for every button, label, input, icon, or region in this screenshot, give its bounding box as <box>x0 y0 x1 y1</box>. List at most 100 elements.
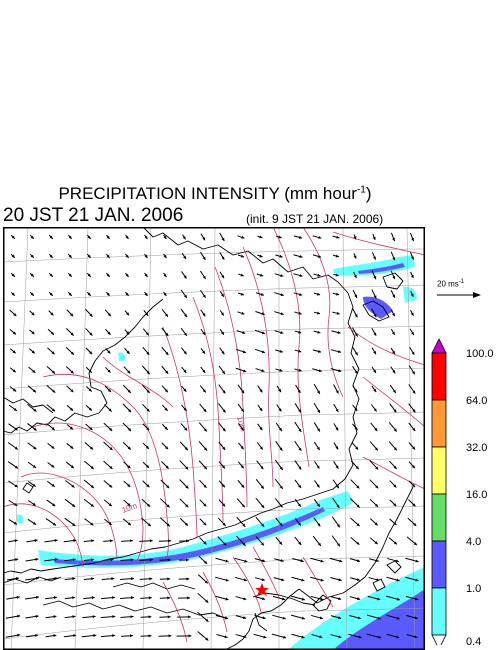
legend-level-label: 100.0 <box>466 348 494 360</box>
wind-vector-head <box>393 503 397 507</box>
wind-vector-head <box>70 389 74 393</box>
wind-vector-head <box>240 254 244 258</box>
wind-vector-head <box>320 578 324 582</box>
wind-vector-head <box>145 464 150 468</box>
wind-vector-head <box>108 503 112 507</box>
wind-vector-head <box>186 539 189 543</box>
wind-vector-head <box>71 484 75 488</box>
wind-vector-head <box>374 541 378 545</box>
wind-vector-head <box>127 483 131 487</box>
wind-vector-head <box>411 465 415 469</box>
wind-vector-head <box>278 235 282 239</box>
legend-color-box <box>431 446 447 495</box>
wind-vector-head <box>373 256 376 260</box>
wind-vector-head <box>205 637 209 641</box>
wind-vector-head <box>15 558 19 562</box>
wind-vector-head <box>280 274 284 277</box>
wind-vector-head <box>412 427 416 432</box>
title-exponent: -1 <box>356 184 366 196</box>
wind-vector-head <box>90 503 94 507</box>
wind-vector-head <box>14 446 18 450</box>
wind-vector-head <box>130 615 134 619</box>
wind-vector-head <box>242 523 246 527</box>
wind-vector-head <box>70 445 74 449</box>
wind-vector-head <box>88 407 92 411</box>
wind-vector-head <box>35 557 39 561</box>
color-legend: 100.0 64.0 32.0 16.0 4.0 1.0 0.4 <box>431 338 494 645</box>
wind-vector-head <box>203 428 207 432</box>
wind-vector-head <box>393 541 398 545</box>
legend-under-triangle <box>431 634 447 645</box>
wind-vector-head <box>109 427 113 431</box>
wind-vector-head <box>377 597 381 601</box>
wind-vector-head <box>15 576 19 580</box>
wind-vector-head <box>356 578 360 582</box>
wind-vector-head <box>50 312 54 316</box>
wind-vector-head <box>279 368 283 372</box>
wind-vector-head <box>318 235 322 239</box>
init-time: (init. 9 JST 21 JAN. 2006) <box>246 212 384 226</box>
wind-vector-head <box>298 447 302 451</box>
wind-vector-head <box>164 407 168 411</box>
wind-vector-head <box>358 635 362 639</box>
wind-vector-head <box>221 331 224 335</box>
wind-vector-head <box>112 615 116 619</box>
title-close: ) <box>365 184 372 203</box>
wind-vector-head <box>165 332 169 337</box>
wind-vector-head <box>186 558 189 562</box>
wind-vector-head <box>244 559 248 563</box>
wind-vector-head <box>357 616 361 620</box>
wind-vector-head <box>338 369 342 373</box>
wind-vector-head <box>183 369 187 373</box>
wind-vector-head <box>411 256 414 260</box>
wind-vector-head <box>50 331 54 335</box>
wind-vector-head <box>373 276 377 280</box>
wind-vector-head <box>14 502 18 506</box>
wind-vector-head <box>12 331 16 335</box>
wind-vector-head <box>373 314 377 318</box>
wind-vector-head <box>35 595 39 599</box>
wind-vector-head <box>163 273 167 278</box>
precip-band-medium <box>53 507 325 566</box>
wind-vector-head <box>106 273 110 277</box>
wind-vector-head <box>392 257 396 261</box>
wind-vector-head <box>356 523 360 527</box>
legend-over-triangle <box>431 338 447 354</box>
wind-vector-head <box>335 390 339 394</box>
wind-vector-head <box>222 446 226 450</box>
wind-vector-head <box>355 446 359 450</box>
wind-vector-head <box>145 445 149 449</box>
wind-vector-head <box>241 504 245 508</box>
wind-vector-head <box>298 428 302 432</box>
wind-vector-head <box>259 254 263 258</box>
wind-vector-head <box>53 634 57 638</box>
wind-vector-head <box>184 427 188 431</box>
wind-vector-head <box>243 597 247 601</box>
wind-vector-head <box>281 578 285 582</box>
wind-vector-head <box>280 331 284 334</box>
wind-vector-head <box>53 596 57 600</box>
wind-vector-head <box>184 522 188 526</box>
map-background <box>3 227 425 650</box>
wind-vector-head <box>279 522 283 527</box>
wind-vector-head <box>353 255 357 259</box>
legend-color-box <box>431 399 447 448</box>
wind-vector-head <box>376 578 380 582</box>
precip-west-spot <box>118 352 126 361</box>
wind-vector-head <box>203 447 207 451</box>
wind-vector-head <box>202 275 206 280</box>
wind-vector-head <box>128 409 132 413</box>
wind-vector-head <box>378 635 382 639</box>
wind-vector-head <box>202 350 206 354</box>
wind-vector-head <box>167 615 171 619</box>
wind-vector-head <box>243 635 247 639</box>
wind-vector-head <box>31 312 35 316</box>
wind-vector-head <box>131 577 134 581</box>
wind-vector-head <box>261 578 265 582</box>
wind-vector-head <box>109 484 113 488</box>
wind-vector-head <box>241 408 244 412</box>
wind-vector-head <box>34 539 38 543</box>
wind-vector-head <box>259 407 263 412</box>
wind-vector-head <box>298 541 302 545</box>
wind-vector-head <box>260 292 264 296</box>
